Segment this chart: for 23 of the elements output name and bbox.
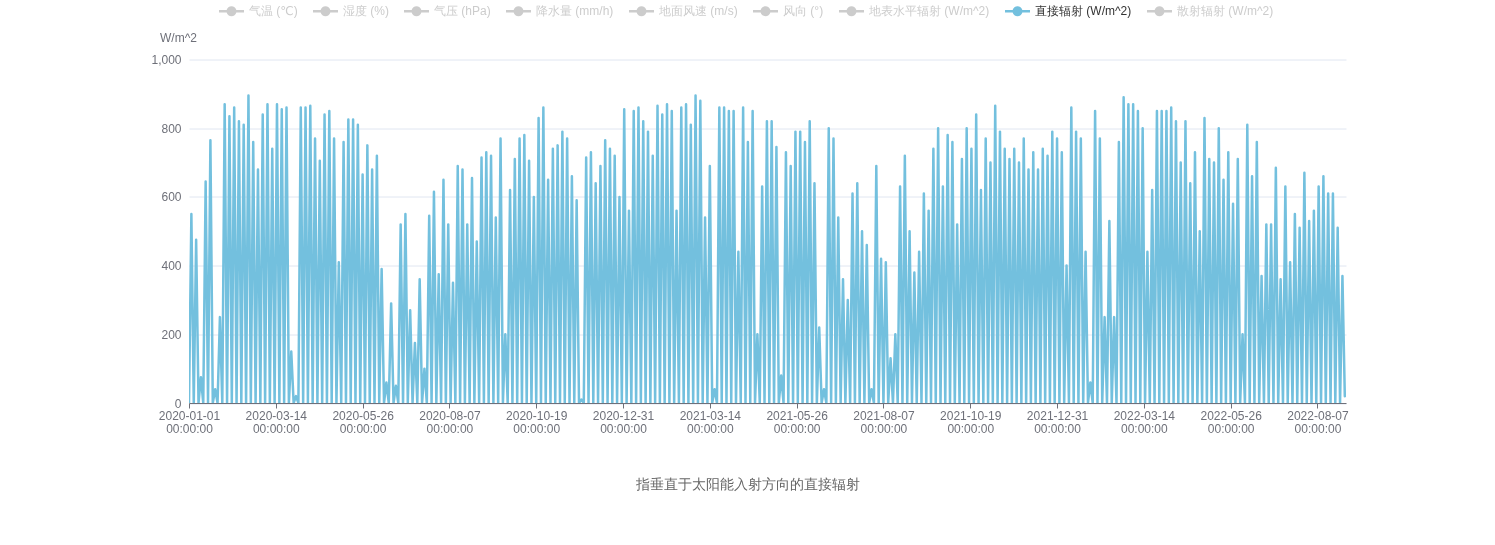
x-tick-label: 2020-12-31 00:00:00 [592, 408, 655, 436]
x-tick-label: 2022-05-26 00:00:00 [1200, 408, 1263, 436]
y-axis-title: W/m^2 [160, 31, 198, 45]
x-tick-label: 2021-10-19 00:00:00 [940, 408, 1002, 436]
x-tick-label: 2021-03-14 00:00:00 [679, 408, 742, 436]
x-tick-label: 2022-03-14 00:00:00 [1113, 408, 1176, 436]
x-tick-label: 2020-01-01 00:00:00 [158, 408, 221, 436]
x-tick-label: 2021-08-07 00:00:00 [853, 408, 915, 436]
y-tick-label: 400 [161, 259, 182, 274]
x-tick-label: 2021-05-26 00:00:00 [766, 408, 829, 436]
x-tick-label: 2021-12-31 00:00:00 [1026, 408, 1089, 436]
x-tick-label: 2020-10-19 00:00:00 [506, 408, 568, 436]
x-tick-label: 2022-08-07 00:00:00 [1287, 408, 1349, 436]
x-tick-label: 2020-08-07 00:00:00 [419, 408, 481, 436]
y-tick-label: 0 [174, 396, 182, 411]
x-tick-label: 2020-03-14 00:00:00 [245, 408, 308, 436]
y-tick-label: 800 [161, 121, 182, 136]
y-tick-label: 1,000 [151, 53, 182, 67]
y-tick-label: 200 [161, 327, 182, 342]
y-tick-label: 600 [161, 190, 182, 205]
x-tick-label: 2020-05-26 00:00:00 [332, 408, 395, 436]
legend-label: 直接辐射 (W/m^2) [1035, 4, 1132, 19]
text: 指垂直于太阳能入射方向的直接辐射 [634, 476, 860, 492]
